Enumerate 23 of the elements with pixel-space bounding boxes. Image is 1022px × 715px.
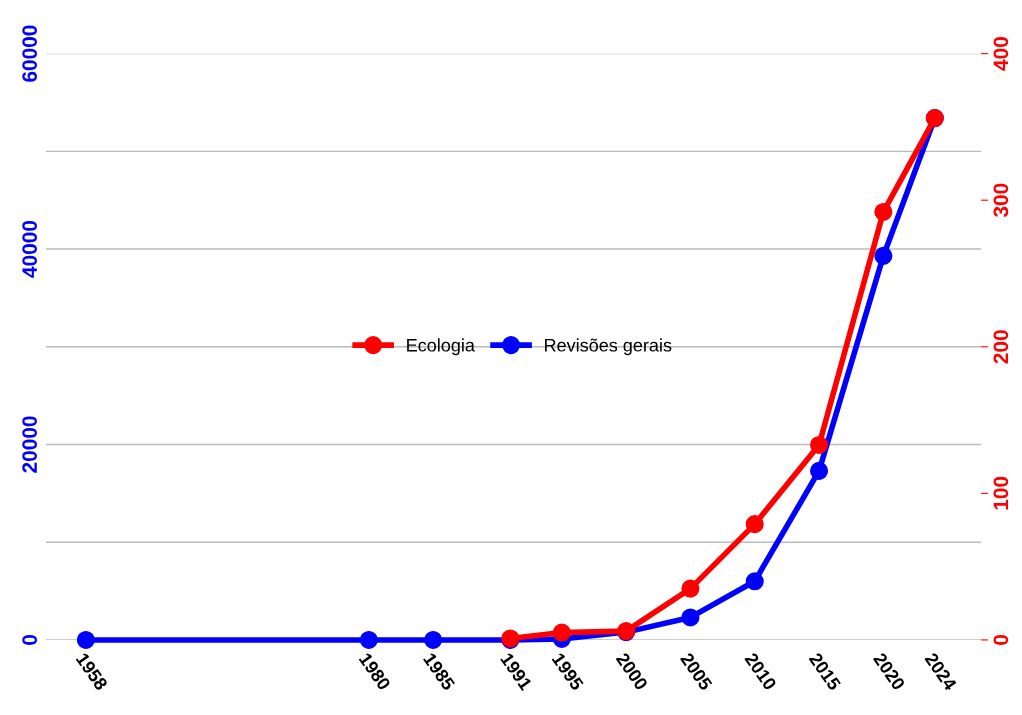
point	[874, 202, 893, 221]
point	[552, 623, 571, 642]
legend-label: Revisões gerais	[545, 338, 672, 356]
point	[810, 435, 829, 455]
point	[874, 246, 893, 265]
y2-tick-label: 300	[993, 183, 1009, 218]
point	[76, 630, 95, 649]
y2-tick-label: 200	[993, 330, 1009, 364]
y2-tick-label: 0	[993, 634, 1009, 645]
point	[424, 630, 443, 649]
legend-label: Ecologia	[407, 338, 475, 356]
point	[359, 630, 378, 649]
point	[810, 461, 829, 480]
y-tick-label: 60000	[22, 25, 38, 82]
y2-tick-label: 400	[993, 37, 1009, 71]
point	[681, 579, 700, 598]
point	[745, 515, 764, 534]
y-tick-label: 20000	[22, 416, 38, 473]
point	[681, 608, 700, 627]
point	[745, 572, 764, 591]
y2-tick-label: 100	[993, 476, 1009, 510]
y-tick-label: 40000	[22, 220, 38, 278]
y-tick-label: 0	[22, 634, 38, 645]
